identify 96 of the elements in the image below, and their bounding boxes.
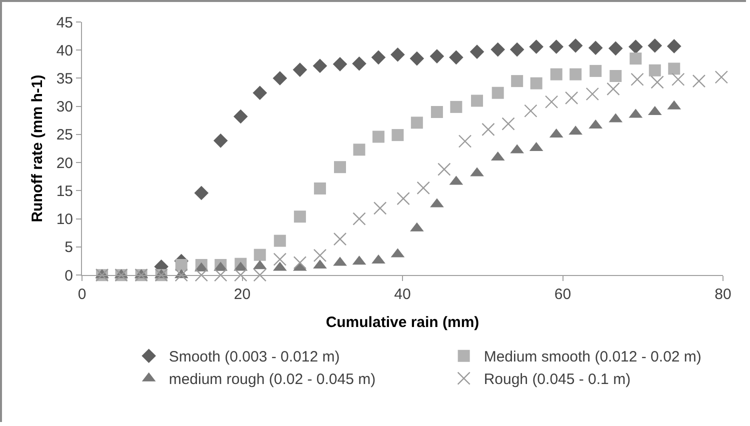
point [630, 52, 642, 65]
point [610, 70, 622, 82]
x-tick-label: 80 [714, 286, 732, 304]
point [438, 162, 451, 176]
point [530, 77, 542, 90]
point [458, 134, 472, 148]
y-tick-label: 10 [56, 211, 73, 228]
point [544, 95, 558, 108]
point [273, 252, 287, 266]
point [352, 212, 366, 226]
point [312, 58, 328, 74]
point [416, 181, 430, 195]
legend-label: Rough (0.045 - 0.1 m) [484, 371, 631, 388]
point [253, 268, 266, 282]
point [606, 82, 620, 96]
point [588, 40, 603, 56]
y-tick-label: 25 [56, 126, 73, 144]
point [396, 192, 410, 206]
point [511, 75, 524, 88]
point [564, 91, 578, 105]
point [234, 268, 248, 282]
point [502, 117, 515, 130]
point [372, 130, 384, 143]
y-tick-label: 45 [56, 14, 73, 32]
point [294, 210, 306, 223]
point [334, 161, 346, 174]
point [672, 72, 685, 86]
point [353, 144, 366, 156]
point [492, 86, 504, 99]
point [254, 248, 266, 261]
point [390, 47, 405, 62]
point [410, 51, 424, 66]
y-tick-label: 30 [56, 98, 73, 116]
point [313, 248, 327, 262]
point [194, 268, 208, 282]
point [471, 94, 484, 107]
point [371, 50, 386, 65]
point [272, 71, 288, 86]
x-tick-label: 0 [78, 286, 86, 304]
point [490, 42, 505, 57]
point [550, 68, 562, 80]
point [314, 182, 326, 194]
x-tick-label: 20 [234, 286, 251, 304]
y-tick-label: 35 [56, 70, 73, 88]
point [570, 68, 582, 80]
point [568, 38, 583, 53]
y-axis-title: Runoff rate (mm h-1) [29, 74, 46, 222]
point [524, 104, 538, 118]
point [449, 50, 464, 65]
y-tick-label: 40 [56, 42, 73, 60]
point [234, 109, 248, 124]
legend-label: Medium smooth (0.012 - 0.02 m) [484, 348, 702, 366]
point [648, 64, 661, 76]
point [430, 106, 443, 118]
point [650, 76, 664, 89]
x-axis-title: Cumulative rain (mm) [326, 314, 480, 332]
point [392, 129, 404, 142]
point [174, 268, 188, 282]
point [293, 256, 307, 270]
y-tick-label: 5 [64, 239, 73, 256]
point [332, 57, 348, 72]
point [292, 62, 308, 77]
y-tick-label: 0 [64, 267, 73, 284]
point [510, 42, 524, 57]
point [352, 56, 366, 71]
point [274, 234, 286, 247]
point [529, 40, 544, 54]
point [214, 268, 228, 282]
point [470, 44, 484, 59]
point [482, 122, 495, 136]
point [175, 258, 188, 271]
point [628, 40, 643, 54]
legend-label: medium rough (0.02 - 0.045 m) [168, 371, 376, 388]
point [666, 39, 682, 54]
point [714, 70, 728, 84]
point [450, 100, 462, 113]
point [373, 202, 387, 215]
point [252, 86, 268, 100]
point [648, 38, 662, 53]
point [194, 186, 209, 200]
point [213, 134, 228, 148]
legend-label: Smooth (0.003 - 0.012 m) [168, 348, 340, 366]
point [410, 116, 423, 129]
point [608, 41, 623, 56]
point [590, 64, 602, 77]
point [430, 49, 444, 64]
y-tick-label: 20 [56, 154, 73, 172]
point [630, 72, 644, 86]
y-tick-label: 15 [56, 182, 73, 200]
point [668, 62, 680, 75]
point [333, 232, 347, 246]
point [549, 40, 564, 54]
point [692, 74, 706, 88]
x-tick-label: 40 [394, 286, 411, 304]
x-tick-label: 60 [554, 286, 572, 304]
point [586, 87, 599, 101]
